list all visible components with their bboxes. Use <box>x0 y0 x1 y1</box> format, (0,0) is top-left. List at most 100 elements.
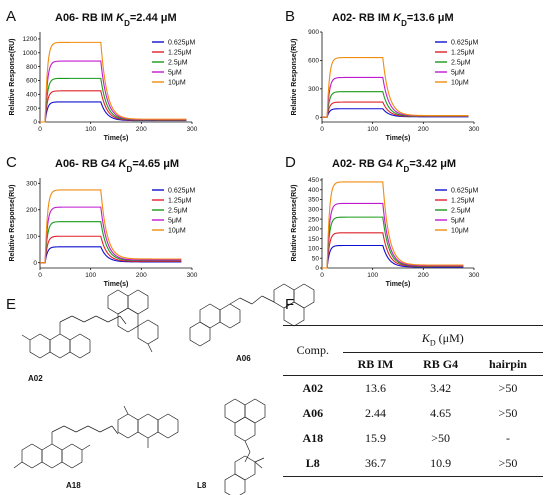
kd-table-kd-header: KD (μM) <box>342 325 543 353</box>
y-tick-label: 0 <box>33 119 37 126</box>
molecule-a18: A18 <box>13 405 179 490</box>
panel-letter-e: E <box>6 296 16 313</box>
y-tick-label: 1200 <box>23 36 38 43</box>
x-tick-label: 0 <box>320 272 324 279</box>
y-tick-label: 450 <box>308 177 319 184</box>
legend-entry: 10μM <box>451 227 469 234</box>
series-line <box>40 60 187 123</box>
table-row: A18 15.9 >50 - <box>283 426 543 451</box>
series-line <box>322 244 464 269</box>
kd-row-comp: A18 <box>302 431 324 445</box>
chart-b: 0 300 600 900 0 100 200 300 Time(s) Relative Resp… <box>291 29 480 142</box>
series-line <box>322 76 469 118</box>
y-tick-label: 250 <box>308 216 319 223</box>
x-tick-label: 200 <box>418 126 429 133</box>
x-tick-label: 300 <box>187 126 198 133</box>
series-line <box>322 101 469 118</box>
y-tick-label: 200 <box>308 226 319 233</box>
kd-table-header-row-2: RB IM RB G4 hairpin <box>283 352 543 376</box>
x-axis-label: Time(s) <box>386 281 411 288</box>
kd-cell: >50 <box>472 451 543 477</box>
legend-entry: 5μM <box>451 217 465 224</box>
molecule-l8: L8 <box>197 398 266 495</box>
y-tick-label: 0 <box>315 265 319 272</box>
legend-entry: 2.5μM <box>168 59 188 66</box>
kd-cell: >50 <box>498 381 518 395</box>
legend-entry: 10μM <box>451 79 469 86</box>
legend-entry: 5μM <box>451 69 465 76</box>
x-axis-label: Time(s) <box>104 281 129 288</box>
y-tick-label: 200 <box>26 105 37 112</box>
legend-entry: 10μM <box>168 227 186 234</box>
legend-entry: 1.25μM <box>451 197 475 204</box>
molecule-label-l8: L8 <box>197 481 207 490</box>
legend-entry: 0.625μM <box>451 187 479 194</box>
kd-cell: 15.9 <box>364 431 386 445</box>
x-tick-label: 200 <box>136 272 147 279</box>
kd-unit: (μM) <box>438 330 464 345</box>
series-line <box>40 41 187 123</box>
panel-e: E A02 <box>6 283 315 495</box>
y-tick-label: 0 <box>315 114 319 121</box>
y-tick-label: 900 <box>308 29 319 36</box>
legend-entry: 2.5μM <box>451 207 471 214</box>
series-line <box>322 181 464 269</box>
kd-column-hairpin: hairpin <box>472 352 543 376</box>
y-tick-label: 300 <box>308 86 319 93</box>
legend-entry: 0.625μM <box>451 39 479 46</box>
panel-letter-c: C <box>6 154 17 171</box>
y-tick-label: 1000 <box>23 50 38 57</box>
panel-title-a: A06- RB IM KD=2.44 μM <box>55 12 177 28</box>
y-tick-label: 400 <box>308 187 319 194</box>
panel-title-c: A06- RB G4 KD=4.65 μM <box>55 158 179 174</box>
legend-entry: 10μM <box>168 79 186 86</box>
x-axis-label: Time(s) <box>386 135 411 142</box>
x-tick-label: 0 <box>38 272 42 279</box>
table-row: A06 2.44 4.65 >50 <box>283 401 543 426</box>
panel-c: C A06- RB G4 KD=4.65 μM 0 100 200 300 0 100 20… <box>6 154 198 288</box>
x-tick-label: 0 <box>38 126 42 133</box>
y-tick-label: 300 <box>308 207 319 214</box>
series-line <box>40 206 182 264</box>
y-axis-label: Relative Response(RU) <box>291 38 298 115</box>
kd-cell: 3.42 <box>430 381 452 395</box>
panel-b: B A02- RB IM KD=13.6 μM 0 300 600 900 0 100 20… <box>285 8 480 142</box>
kd-column-rb-im: RB IM <box>342 352 409 376</box>
series-line <box>322 202 464 269</box>
panel-letter-d: D <box>285 154 296 171</box>
x-axis-label: Time(s) <box>104 135 129 142</box>
x-tick-label: 300 <box>469 272 480 279</box>
chart-d: 0 50 100 150 200 250 300 350 400 450 0 100 200 300 Tim… <box>291 177 480 288</box>
kd-cell: 10.9 <box>408 451 473 477</box>
x-tick-label: 200 <box>136 126 147 133</box>
legend-entry: 0.625μM <box>168 187 196 194</box>
x-tick-label: 200 <box>418 272 429 279</box>
x-tick-label: 100 <box>85 126 96 133</box>
x-tick-label: 100 <box>367 126 378 133</box>
x-tick-label: 0 <box>320 126 324 133</box>
legend-entry: 2.5μM <box>451 59 471 66</box>
kd-table-comp-header: Comp. <box>283 325 343 376</box>
legend-entry: 5μM <box>168 69 182 76</box>
legend-entry: 2.5μM <box>168 207 188 214</box>
x-tick-label: 300 <box>469 126 480 133</box>
kd-cell: 2.44 <box>364 406 386 420</box>
panel-letter-a: A <box>6 8 16 25</box>
x-tick-label: 100 <box>85 272 96 279</box>
kd-table-header-row-1: Comp. KD (μM) <box>283 325 543 376</box>
series-line <box>322 91 469 118</box>
chart-c: 0 100 200 300 0 100 200 300 Time(s) Relative Resp… <box>9 178 198 288</box>
kd-cell: 13.6 <box>364 381 386 395</box>
kd-cell: >50 <box>431 431 451 445</box>
chart-a: 0 200 400 600 800 1000 1200 0 100 200 300 Time(s) Re… <box>9 32 198 142</box>
y-tick-label: 300 <box>26 180 37 187</box>
y-tick-label: 600 <box>26 78 37 85</box>
panel-letter-b: B <box>285 8 295 25</box>
kd-row-comp: L8 <box>283 451 343 477</box>
legend-entry: 1.25μM <box>451 49 475 56</box>
table-row: L8 36.7 10.9 >50 <box>283 451 543 477</box>
x-tick-label: 100 <box>367 272 378 279</box>
series-line <box>40 189 182 264</box>
legend-entry: 5μM <box>168 217 182 224</box>
